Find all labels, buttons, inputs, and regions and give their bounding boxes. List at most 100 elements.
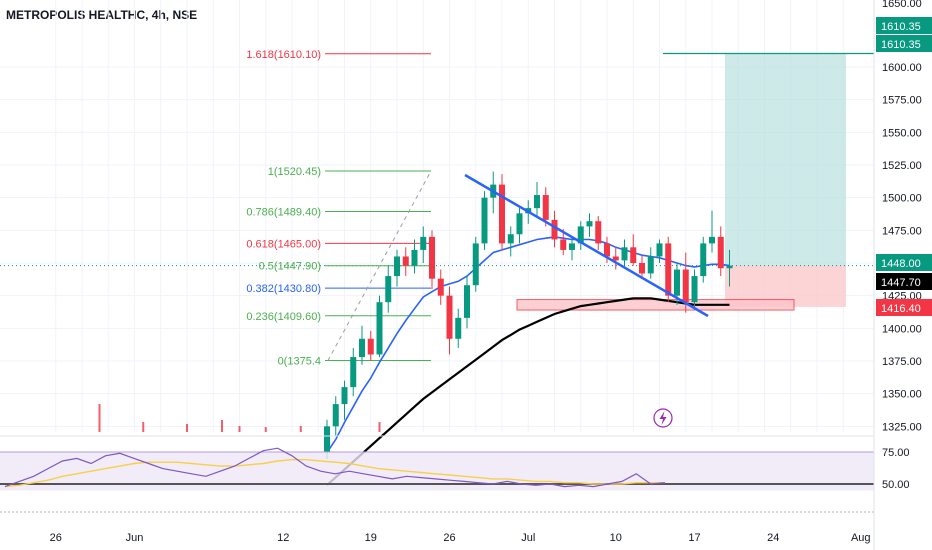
candle-body — [534, 195, 540, 209]
volume-bars — [98, 404, 381, 432]
x-tick-label: 17 — [688, 532, 700, 544]
position-zones — [0, 52, 874, 311]
y-tick-label: 1325.00 — [882, 421, 922, 433]
volume-bar — [299, 426, 302, 432]
fibonacci-retracement[interactable]: 1.618(1610.10) 1(1520.45) 0.786(1489.40) 0.… — [246, 49, 432, 368]
candle-body — [464, 285, 470, 318]
x-tick-label: 24 — [767, 532, 779, 544]
moving-averages — [326, 236, 730, 486]
candle-body — [569, 243, 575, 250]
price-tag-label: 1610.35 — [881, 39, 921, 51]
price-tag — [876, 35, 932, 52]
candle-body — [682, 269, 689, 303]
ma-slow-line — [326, 297, 730, 486]
candle-body — [394, 256, 400, 277]
price-tags: 1610.35 1610.35 1448.00 1447.70 1416.40 — [876, 17, 932, 316]
y-tick-label: 1400.00 — [882, 323, 922, 335]
rsi-tick-label: 50.00 — [882, 479, 910, 491]
candle-body — [376, 302, 383, 355]
time-axis[interactable]: 26 Jun 12 19 26 Jul 10 17 24 Aug — [50, 532, 871, 544]
ma-fast-line — [326, 236, 730, 453]
price-tag — [876, 273, 932, 290]
candle-body — [446, 295, 453, 339]
target-zone — [725, 53, 846, 266]
y-tick-label: 1475.00 — [882, 225, 922, 237]
volume-bar — [264, 427, 267, 432]
grid — [0, 0, 874, 432]
y-tick-label: 1575.00 — [882, 95, 922, 107]
price-tag-label: 1448.00 — [881, 258, 921, 270]
rsi-ma-line — [4, 459, 665, 488]
volume-bar — [221, 420, 223, 432]
candle-body — [700, 243, 707, 277]
candle-body — [507, 234, 514, 244]
price-tag-label: 1610.35 — [881, 21, 921, 33]
candle-body — [385, 276, 392, 303]
fib-trend-line — [327, 170, 432, 361]
candle-body — [586, 221, 593, 227]
candle-body — [341, 387, 348, 405]
y-tick-label: 1350.00 — [882, 389, 922, 401]
candle-body — [542, 195, 549, 220]
fib-label-3: 0.618(1465.00) — [246, 238, 321, 250]
price-tag-label: 1416.40 — [881, 303, 921, 315]
candle-body — [656, 243, 663, 257]
candle-body — [359, 338, 365, 358]
trend-line — [464, 173, 709, 318]
candle-body — [604, 243, 610, 257]
candle-body — [455, 317, 462, 339]
rsi-pane — [0, 435, 874, 513]
x-tick-label: 19 — [365, 532, 377, 544]
fib-label-7: 0(1375.4 — [278, 355, 321, 367]
candle-body — [551, 219, 558, 240]
candle-body — [577, 226, 584, 244]
candle-body — [420, 236, 427, 250]
candle-body — [621, 247, 628, 261]
x-tick-label: Jul — [521, 532, 535, 544]
candle-body — [332, 404, 339, 427]
candle-body — [560, 239, 567, 250]
candlesticks — [324, 171, 733, 459]
y-tick-label: 1500.00 — [882, 193, 922, 205]
candle-body — [691, 276, 698, 303]
y-tick-label: 1550.00 — [882, 127, 922, 139]
candle-body — [437, 278, 444, 296]
flash-icon[interactable] — [653, 408, 673, 428]
candle-body — [726, 265, 733, 269]
price-tag-label: 1447.70 — [881, 277, 921, 289]
candle-body — [717, 236, 724, 269]
candle-body — [595, 221, 602, 244]
candle-body — [324, 426, 330, 453]
x-tick-label: 26 — [443, 532, 455, 544]
price-tag — [876, 254, 932, 271]
fib-label-5: 0.382(1430.80) — [246, 283, 321, 295]
candle-body — [709, 236, 715, 244]
rsi-tick-label: 75.00 — [882, 447, 910, 459]
candle-body — [402, 256, 409, 266]
y-tick-label: 1525.00 — [882, 160, 922, 172]
price-tag — [876, 299, 932, 316]
candle-body — [350, 357, 357, 388]
price-tag — [876, 17, 932, 34]
candle-body — [481, 197, 488, 244]
candle-body — [411, 249, 418, 266]
y-tick-label: 1650.00 — [882, 0, 922, 10]
support-box — [516, 299, 795, 311]
fib-label-0: 1.618(1610.10) — [246, 49, 321, 61]
y-tick-label: 1600.00 — [882, 62, 922, 74]
candle-body — [516, 213, 523, 235]
x-tick-label: Aug — [851, 532, 871, 544]
volume-bar — [142, 422, 145, 432]
volume-bar — [98, 404, 101, 432]
candle-body — [674, 269, 680, 296]
candle-body — [612, 256, 619, 261]
candle-body — [630, 247, 637, 263]
volume-bar — [378, 422, 381, 432]
candle-body — [639, 263, 645, 274]
volume-bar — [186, 424, 188, 432]
y-tick-label: 1375.00 — [882, 356, 922, 368]
rsi-line — [4, 447, 666, 488]
candle-body — [367, 338, 374, 355]
drawings[interactable] — [464, 173, 709, 318]
